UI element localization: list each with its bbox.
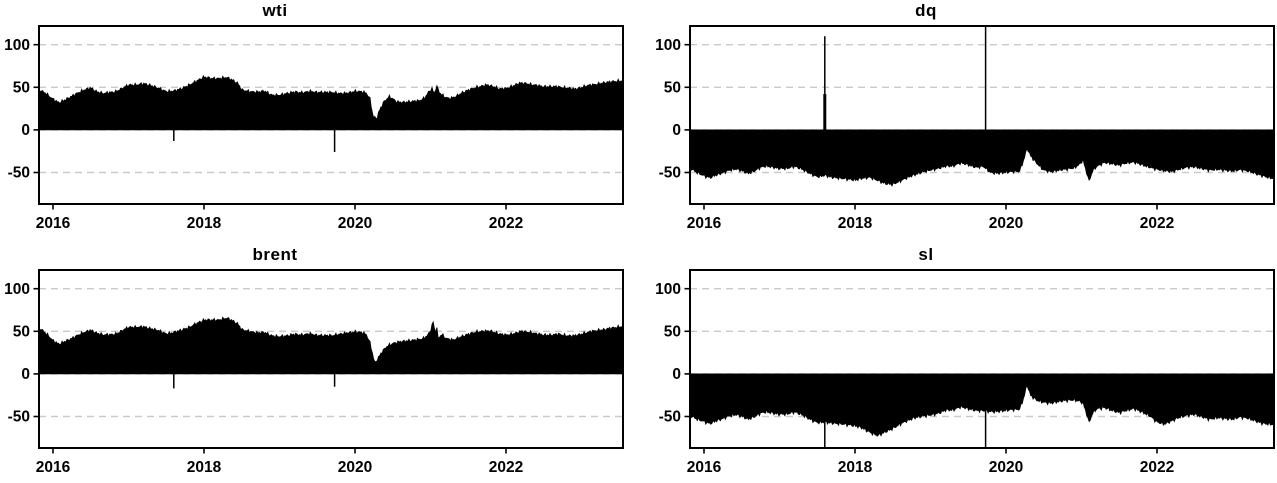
y-tick-label: 50: [13, 80, 30, 97]
x-tick-label: 2018: [838, 459, 873, 476]
y-tick-label: 0: [21, 366, 30, 383]
x-tick-label: 2022: [1140, 459, 1174, 476]
x-tick-label: 2016: [36, 215, 71, 232]
y-tick-label: 50: [13, 324, 30, 341]
x-tick-label: 2022: [1140, 215, 1174, 232]
y-tick-label: -50: [659, 165, 681, 182]
plot-border: [38, 25, 624, 205]
x-tick-label: 2022: [489, 215, 523, 232]
plot-border: [689, 25, 1275, 205]
y-tick-label: 0: [21, 122, 30, 139]
panel-title-brent: brent: [252, 245, 298, 264]
y-tick-label: 100: [4, 281, 30, 298]
x-tick-label: 2016: [687, 215, 722, 232]
x-tick-label: 2018: [187, 459, 222, 476]
area-fill-brent: [38, 316, 624, 375]
x-tick-label: 2020: [338, 215, 372, 232]
y-tick-label: -50: [8, 165, 30, 182]
panel-title-dq: dq: [915, 1, 937, 20]
panel-title-wti: wti: [262, 1, 288, 20]
y-tick-label: 50: [664, 324, 681, 341]
plot-border: [689, 269, 1275, 449]
x-tick-label: 2020: [338, 459, 372, 476]
y-tick-label: 100: [655, 37, 681, 54]
area-fill-sl: [689, 373, 1275, 437]
x-tick-label: 2016: [36, 459, 71, 476]
y-tick-label: 100: [4, 37, 30, 54]
y-tick-label: 0: [672, 366, 681, 383]
y-tick-label: -50: [659, 409, 681, 426]
y-tick-label: 50: [664, 80, 681, 97]
area-fill-wti: [38, 74, 624, 131]
y-tick-label: 100: [655, 281, 681, 298]
x-tick-label: 2016: [687, 459, 722, 476]
panel-title-sl: sl: [918, 245, 934, 264]
y-tick-label: 0: [672, 122, 681, 139]
plot-border: [38, 269, 624, 449]
x-tick-label: 2018: [187, 215, 222, 232]
x-tick-label: 2020: [989, 215, 1023, 232]
y-tick-label: -50: [8, 409, 30, 426]
area-fill-dq: [689, 129, 1275, 187]
x-tick-label: 2020: [989, 459, 1023, 476]
x-tick-label: 2022: [489, 459, 523, 476]
x-tick-label: 2018: [838, 215, 873, 232]
